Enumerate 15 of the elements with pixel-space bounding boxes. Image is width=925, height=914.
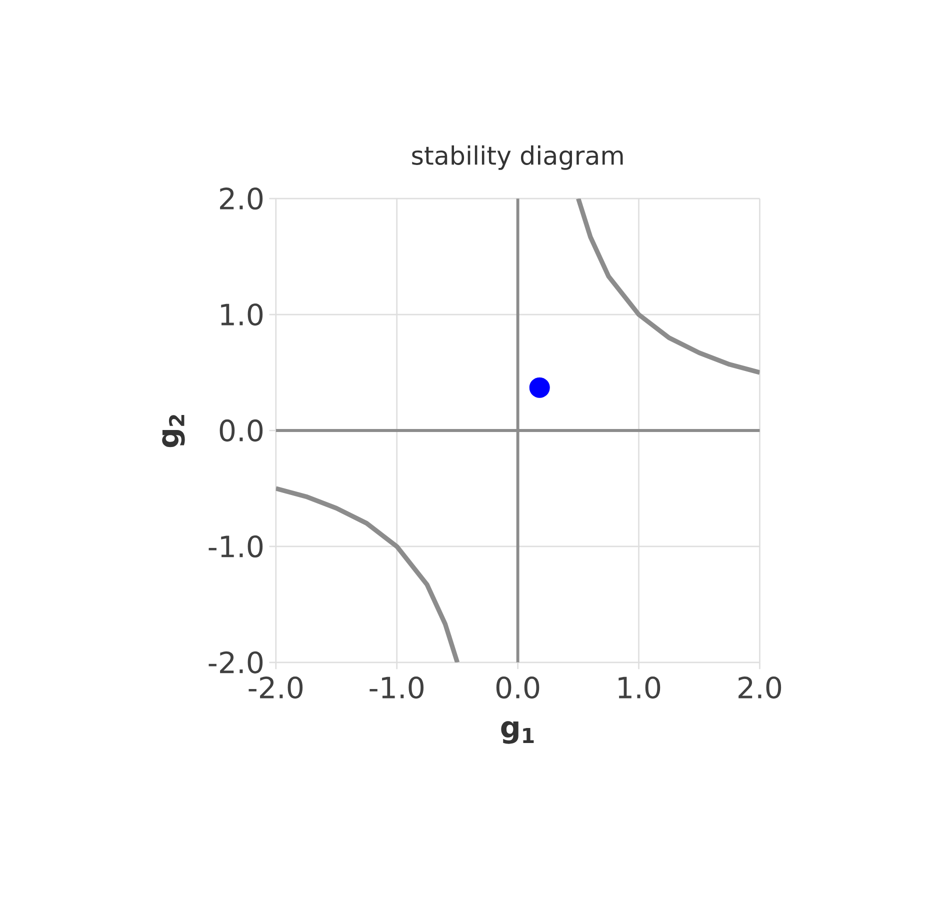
x-tick-label: 0.0 [496, 676, 540, 698]
y-tick-label: 0.0 [220, 419, 263, 442]
x-axis-title: g$_{1}$ [501, 720, 534, 744]
y-tick-label: 1.0 [221, 303, 263, 326]
y-axis-title: g$_{2}$ [162, 414, 185, 447]
x-tick-label: 1.0 [618, 676, 660, 698]
chart-title: stability diagram [412, 145, 623, 170]
x-tick-label: -2.0 [248, 676, 303, 698]
y-tick-label: -1.0 [208, 535, 263, 558]
x-tick-label: -1.0 [370, 676, 424, 698]
y-tick-label: -2.0 [208, 651, 263, 674]
line-series [576, 198, 760, 375]
line-series [276, 486, 460, 662]
x-tick-label: 2.0 [738, 676, 782, 698]
y-tick-label: 2.0 [220, 187, 263, 210]
